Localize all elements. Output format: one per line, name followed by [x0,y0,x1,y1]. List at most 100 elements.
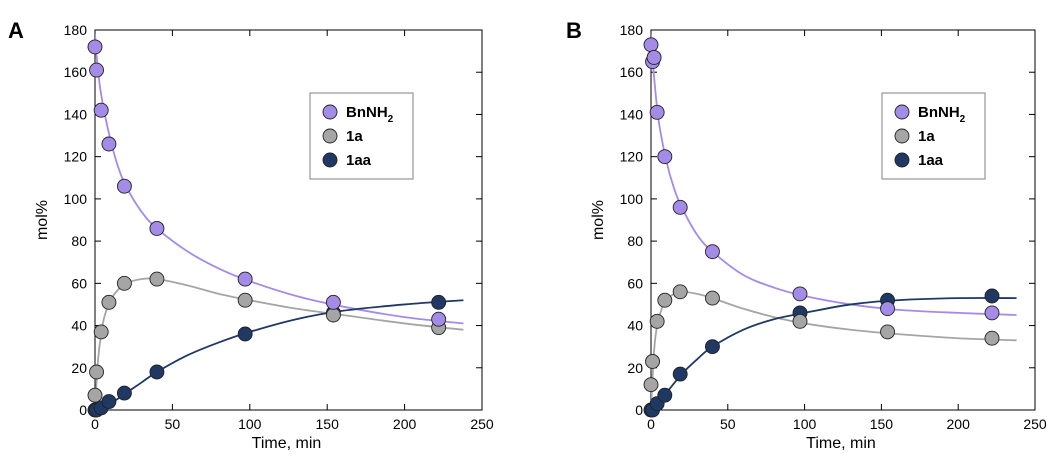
plot-frame [94,29,483,411]
data-point-1aa [984,288,1000,304]
data-point-1a [89,364,104,380]
data-point-1a [880,324,895,340]
data-point-1a [643,377,659,393]
data-point-bnnh [93,102,109,118]
data-point-bnnh [672,199,688,215]
legend-label-subscript: 2 [388,114,394,125]
data-point-bnnh [431,311,447,327]
x-tick-label: 250 [470,416,494,432]
data-point-bnnh [704,244,720,260]
legend-label-1aa: 1aa [918,152,944,169]
legend-label-bnnh: BnNH2 [346,104,394,125]
y-tick-label: 20 [71,360,87,376]
legend-marker-bnnh [322,104,338,120]
panel-label: B [566,18,582,43]
data-point-1a [704,290,720,306]
plot-frame [650,29,1036,411]
x-axis-title: Time, min [806,435,876,452]
data-point-1aa [431,294,447,310]
y-tick-label: 180 [64,22,88,38]
y-tick-label: 120 [64,149,88,165]
legend-label-subscript: 2 [960,114,966,125]
data-point-bnnh [116,178,132,194]
y-tick-label: 160 [64,64,88,80]
chart-panel-b: B 0 20 40 60 80 100 120 140 160 180 0 50 100 150 200 250… [566,18,1047,452]
x-tick-label: 250 [1023,416,1047,432]
y-tick-label: 60 [627,275,643,291]
data-point-1a [93,324,109,340]
y-tick-label: 60 [71,275,87,291]
legend-marker-bnnh [894,104,910,120]
data-point-1a [645,353,660,369]
y-tick-label: 80 [71,233,87,249]
data-point-bnnh [101,136,117,152]
legend-label-1aa: 1aa [346,152,372,169]
data-point-bnnh [87,39,103,55]
y-tick-label: 40 [627,318,643,334]
data-point-1a [87,387,103,403]
data-point-bnnh [89,62,104,78]
y-tick-label: 40 [71,318,87,334]
y-tick-label: 180 [620,22,644,38]
y-tick-label: 80 [627,233,643,249]
y-tick-label: 100 [64,191,88,207]
data-point-1aa [704,339,720,355]
legend-label-1a: 1a [918,128,935,145]
legend-label-1a: 1a [346,128,363,145]
x-tick-label: 50 [720,416,736,432]
legend-marker-1a [322,128,338,144]
data-point-bnnh [149,220,165,236]
legend: BnNH2 1a 1aa [309,92,414,180]
data-point-1a [116,275,132,291]
chart-panel-a: A 0 20 40 60 80 100 120 140 160 180 0 50 100 150 200 250… [8,18,494,452]
legend: BnNH2 1a 1aa [881,92,986,180]
data-point-bnnh [237,271,253,287]
x-tick-label: 150 [316,416,340,432]
panel-label: A [8,18,24,43]
data-point-bnnh [880,301,895,317]
data-point-1a [101,294,117,310]
data-point-bnnh [657,149,673,165]
data-point-bnnh [643,37,659,53]
y-axis-title: mol% [590,200,607,240]
data-point-1a [657,292,673,308]
y-tick-label: 160 [620,64,644,80]
data-point-1a [237,292,253,308]
x-tick-label: 100 [238,416,262,432]
x-axis-title: Time, min [252,435,322,452]
fit-line-1aa [651,297,1017,410]
data-point-1a [149,271,165,287]
data-point-bnnh [325,294,341,310]
x-tick-label: 50 [165,416,181,432]
data-point-1a [672,284,688,300]
legend-marker-1aa [894,152,910,168]
data-point-1aa [657,387,673,403]
y-tick-label: 120 [620,149,644,165]
data-point-1aa [237,326,253,342]
legend-label-bnnh: BnNH2 [918,104,966,125]
data-point-1a [325,307,341,323]
data-point-1aa [101,394,117,410]
data-point-bnnh [649,104,665,120]
y-tick-label: 20 [627,360,643,376]
y-tick-label: 0 [79,402,87,418]
x-tick-label: 0 [91,416,99,432]
x-tick-label: 200 [947,416,971,432]
data-point-bnnh [984,305,1000,321]
legend-marker-1aa [322,152,338,168]
data-point-1aa [116,385,132,401]
y-tick-label: 100 [620,191,644,207]
data-point-bnnh [646,49,662,65]
y-axis-title: mol% [34,200,51,240]
y-tick-label: 140 [64,106,88,122]
data-point-1aa [149,364,165,380]
data-point-1a [792,313,808,329]
x-tick-label: 200 [393,416,417,432]
x-tick-label: 100 [793,416,817,432]
data-point-1aa [672,366,688,382]
data-point-1a [984,330,1000,346]
y-tick-label: 0 [635,402,643,418]
data-point-1a [649,313,665,329]
y-tick-label: 140 [620,106,644,122]
